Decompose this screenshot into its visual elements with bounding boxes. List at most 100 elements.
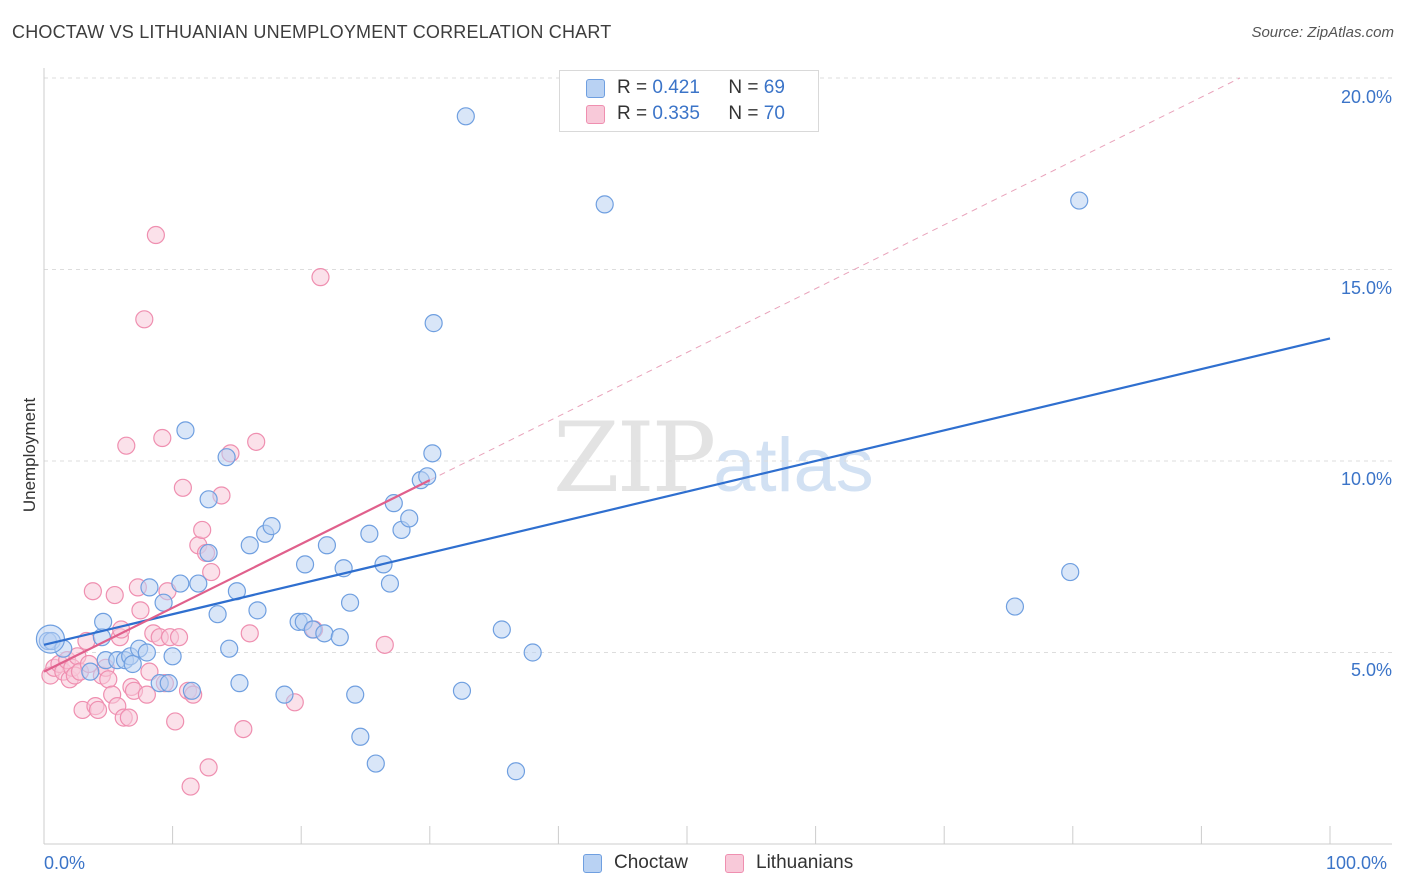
point-lithuanians — [240, 624, 259, 643]
point-choctaw — [217, 448, 236, 467]
trend-line-choctaw — [43, 337, 1331, 646]
point-lithuanians — [146, 225, 165, 245]
point-lithuanians — [173, 478, 192, 497]
point-choctaw — [137, 643, 156, 662]
point-choctaw — [418, 467, 437, 486]
bottom-legend-label-lithuanians: Lithuanians — [756, 852, 854, 873]
point-choctaw — [140, 578, 159, 597]
watermark: ZIPatlas — [553, 402, 874, 514]
point-lithuanians — [137, 685, 156, 704]
point-choctaw — [94, 612, 113, 631]
legend-swatch-lithuanians — [586, 104, 605, 124]
point-lithuanians — [119, 708, 138, 727]
point-choctaw — [240, 536, 259, 555]
point-choctaw — [123, 654, 142, 674]
point-lithuanians — [169, 628, 189, 647]
y-tick-label-20: 20.0% — [1340, 87, 1392, 107]
point-lithuanians — [105, 585, 124, 605]
point-lithuanians — [247, 432, 266, 451]
point-choctaw — [199, 543, 218, 563]
watermark-zip: ZIP — [553, 402, 716, 514]
point-choctaw — [523, 643, 542, 662]
point-choctaw — [423, 444, 442, 463]
y-tick-label-10: 10.0% — [1340, 469, 1392, 489]
correlation-legend: R = 0.421 N = 69 R = 0.335 N = 70 — [559, 70, 819, 132]
point-choctaw — [1070, 191, 1089, 210]
legend-row-choctaw: R = 0.421 N = 69 — [586, 77, 785, 99]
point-choctaw — [199, 490, 218, 509]
point-choctaw — [182, 681, 201, 700]
point-choctaw-cluster — [35, 624, 66, 654]
legend-n-label: N = — [728, 77, 764, 98]
trend-line-lithuanians-extension — [429, 77, 1241, 481]
point-lithuanians — [117, 436, 136, 455]
x-tick-label-max: 100.0% — [1326, 853, 1388, 873]
point-choctaw — [424, 314, 443, 333]
point-lithuanians — [181, 777, 200, 796]
legend-n-label: N = — [728, 103, 764, 124]
point-lithuanians — [135, 310, 154, 329]
point-choctaw — [317, 536, 337, 555]
point-choctaw — [295, 555, 315, 574]
point-choctaw — [380, 574, 400, 593]
bottom-legend-swatch-choctaw — [583, 853, 602, 873]
point-choctaw — [315, 624, 334, 643]
source-label: Source: ZipAtlas.com — [1251, 24, 1394, 41]
point-choctaw — [595, 195, 614, 214]
bottom-legend-choctaw: Choctaw — [583, 852, 688, 874]
point-choctaw — [506, 762, 526, 781]
point-choctaw — [81, 662, 100, 681]
y-tick-label-15: 15.0% — [1340, 278, 1392, 298]
point-choctaw — [262, 517, 281, 536]
point-lithuanians — [99, 670, 118, 689]
point-lithuanians — [199, 758, 218, 777]
point-lithuanians — [88, 700, 108, 720]
chart-title: CHOCTAW VS LITHUANIAN UNEMPLOYMENT CORRE… — [12, 22, 612, 42]
point-choctaw — [176, 421, 195, 440]
point-lithuanians — [140, 662, 159, 681]
point-choctaw — [351, 727, 370, 746]
trend-line-lithuanians — [43, 479, 431, 673]
point-choctaw — [163, 647, 182, 666]
legend-r-value-lithuanians: 0.335 — [652, 103, 700, 124]
point-choctaw — [360, 524, 379, 543]
point-choctaw — [492, 620, 511, 639]
bottom-legend-label-choctaw: Choctaw — [614, 852, 688, 873]
legend-r-value-choctaw: 0.421 — [652, 77, 700, 98]
point-lithuanians — [375, 635, 394, 654]
point-lithuanians — [83, 582, 102, 601]
point-choctaw — [208, 605, 227, 624]
bottom-legend-lithuanians: Lithuanians — [725, 852, 853, 874]
point-choctaw — [220, 639, 239, 658]
point-lithuanians — [193, 520, 212, 540]
point-choctaw — [171, 574, 190, 593]
point-lithuanians — [166, 712, 185, 731]
point-choctaw — [275, 685, 294, 704]
point-choctaw — [346, 685, 365, 704]
x-tick-label-min: 0.0% — [44, 853, 86, 873]
point-choctaw — [1005, 597, 1025, 616]
point-lithuanians — [153, 428, 172, 448]
point-choctaw — [366, 754, 385, 773]
point-choctaw — [230, 674, 249, 693]
point-lithuanians — [202, 562, 221, 582]
point-choctaw — [189, 574, 208, 593]
legend-swatch-choctaw — [586, 78, 605, 98]
y-tick-label-5: 5.0% — [1350, 660, 1392, 680]
point-choctaw — [400, 509, 419, 528]
point-choctaw — [1061, 562, 1080, 582]
point-lithuanians — [234, 719, 253, 739]
point-choctaw — [159, 674, 178, 693]
legend-r-label: R = — [617, 103, 653, 124]
point-choctaw — [340, 593, 360, 612]
point-lithuanians — [131, 601, 150, 620]
bottom-legend-swatch-lithuanians — [725, 853, 744, 873]
point-choctaw — [248, 601, 267, 620]
legend-n-value-choctaw: 69 — [763, 77, 785, 98]
point-choctaw — [456, 107, 475, 126]
legend-r-label: R = — [617, 77, 653, 98]
point-lithuanians — [311, 268, 330, 287]
legend-n-value-lithuanians: 70 — [763, 103, 785, 124]
point-choctaw — [330, 628, 349, 647]
